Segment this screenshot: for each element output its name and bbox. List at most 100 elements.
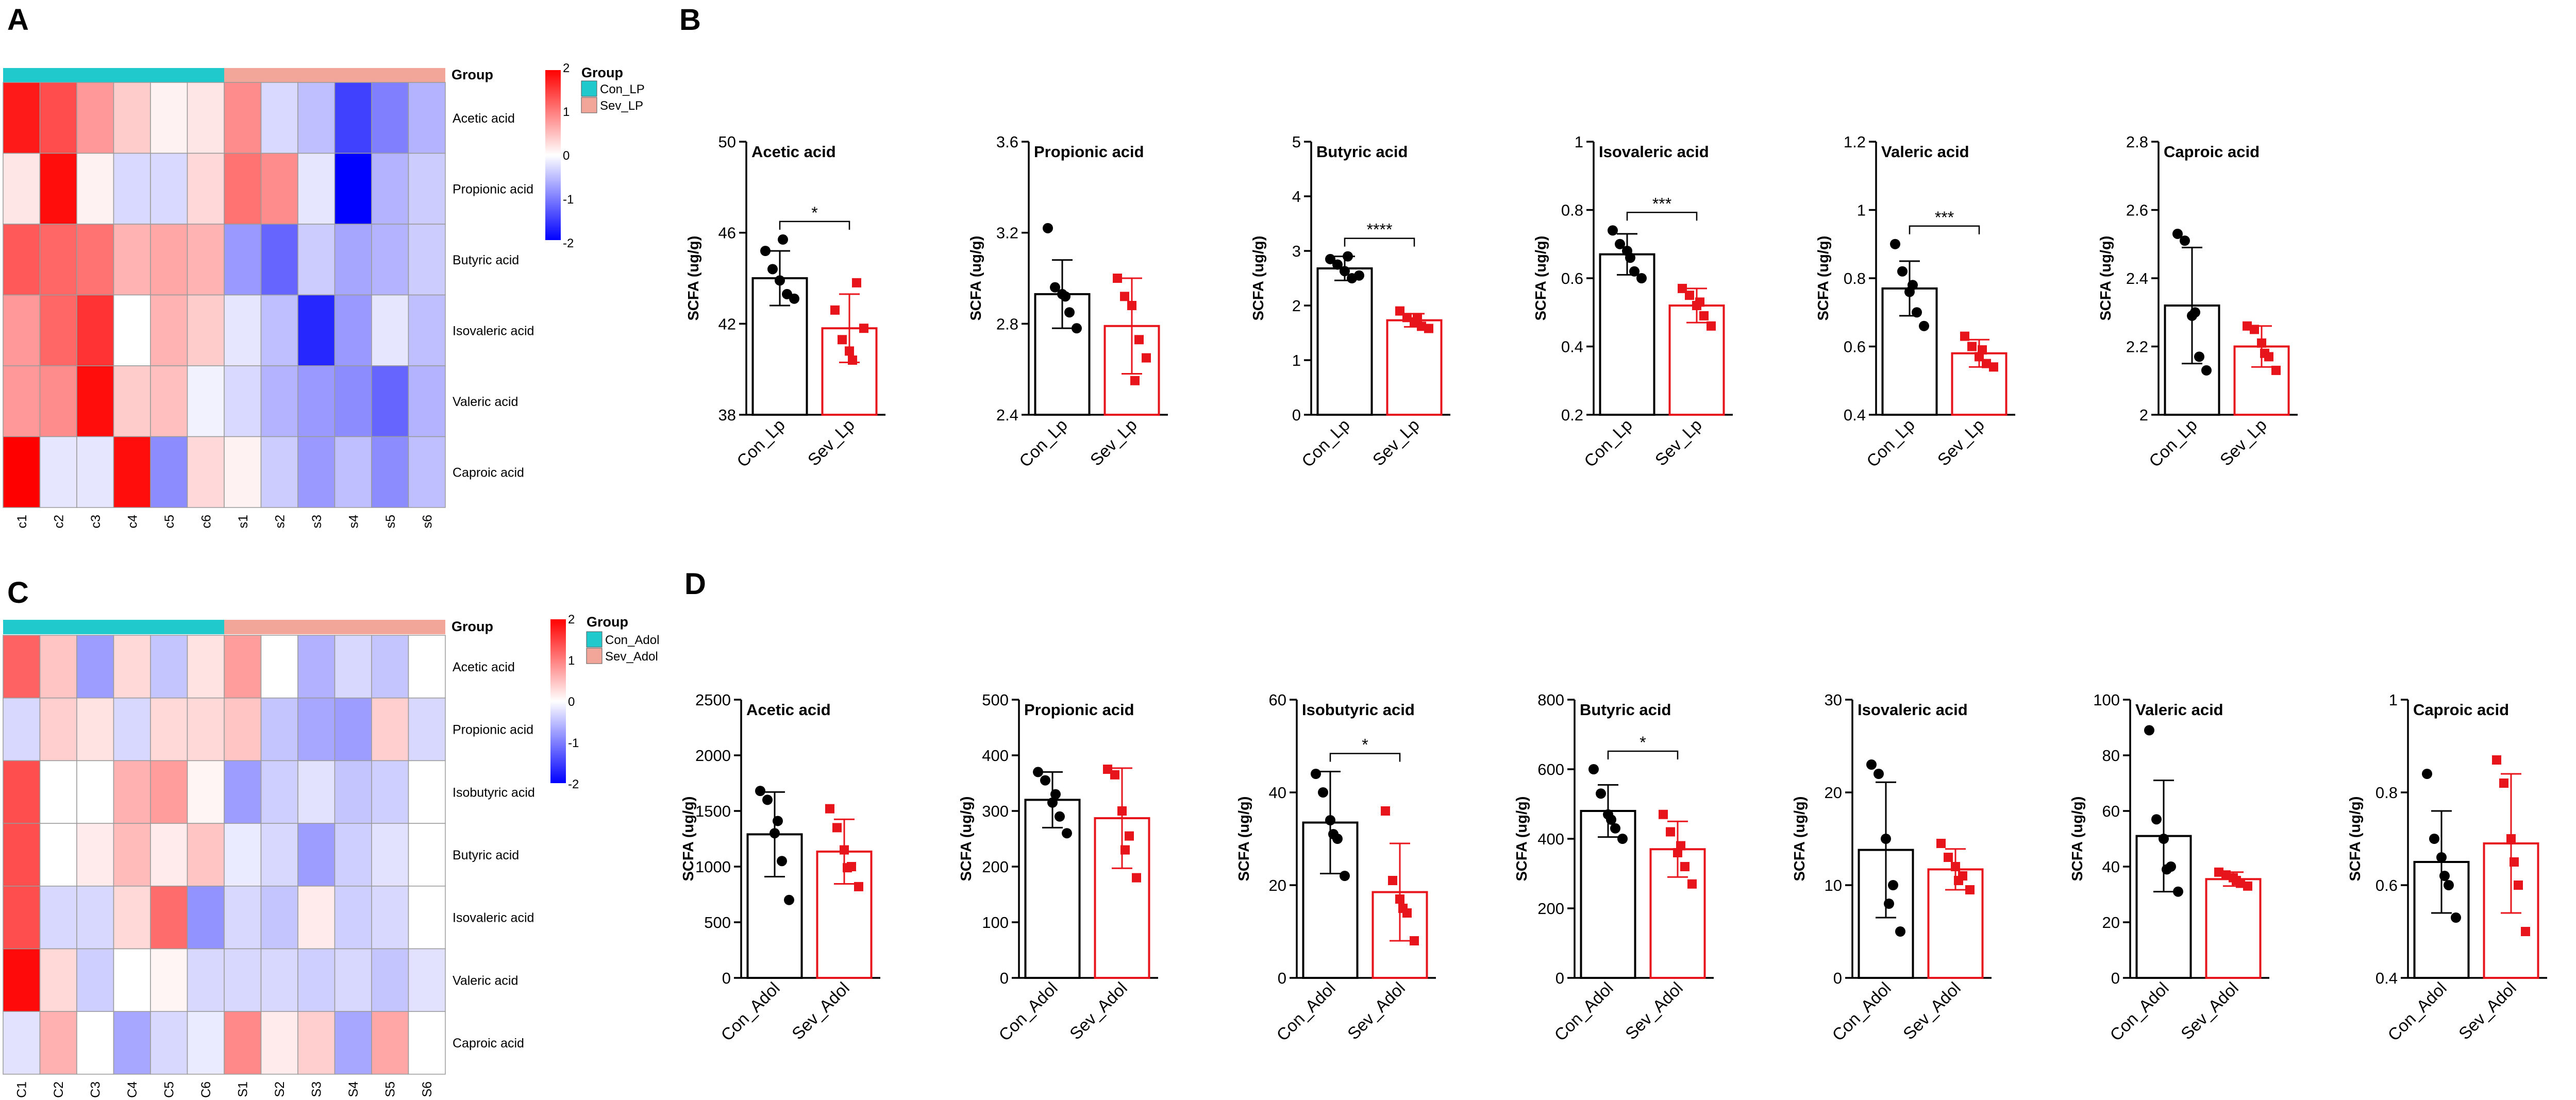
category-label: Con_Lp <box>2145 415 2201 471</box>
heatmap-cell <box>150 697 188 761</box>
heatmap-cell <box>3 886 41 950</box>
legend-swatch <box>581 97 597 113</box>
heatmap-cell <box>224 436 262 508</box>
category-label: Con_Adol <box>995 978 1061 1045</box>
y-axis-label: SCFA (ug/g) <box>968 236 984 321</box>
heatmap-cell <box>150 948 188 1012</box>
data-point <box>2243 321 2252 331</box>
heatmap-cell <box>113 82 151 154</box>
data-point <box>2429 834 2439 844</box>
data-point <box>1040 775 1050 786</box>
heatmap-cell <box>297 294 336 366</box>
significance-bracket <box>779 221 850 230</box>
heatmap-cell <box>334 436 372 508</box>
group-cell <box>298 620 335 634</box>
chart-title: Acetic acid <box>746 701 831 719</box>
column-label: C4 <box>125 1081 140 1098</box>
data-point <box>1127 301 1136 310</box>
heatmap-cell <box>260 760 298 824</box>
category-label: Con_Lp <box>1298 415 1353 471</box>
y-tick-label: 200 <box>1537 900 1564 918</box>
heatmap-cell <box>371 82 409 154</box>
y-tick-label: 0 <box>2111 969 2120 987</box>
y-tick-label: 30 <box>1825 691 1842 709</box>
data-point <box>1680 862 1690 871</box>
y-tick-label: 0.2 <box>1561 406 1583 424</box>
data-point <box>2194 351 2204 362</box>
y-tick-label: 60 <box>1269 691 1286 709</box>
heatmap-cell <box>260 153 298 225</box>
heatmap-cell <box>260 365 298 437</box>
data-point <box>2260 348 2269 358</box>
y-tick-label: 10 <box>1825 876 1842 894</box>
heatmap-cell <box>297 697 336 761</box>
data-point <box>777 856 787 867</box>
heatmap-cell <box>187 886 225 950</box>
group-cell <box>261 68 298 82</box>
data-point <box>825 804 834 814</box>
heatmap-cell <box>187 153 225 225</box>
column-label: C3 <box>89 1081 103 1098</box>
y-tick-label: 0.8 <box>2376 784 2398 802</box>
column-label: c6 <box>199 515 213 528</box>
group-cell <box>372 68 409 82</box>
column-label: s5 <box>383 515 398 528</box>
heatmap-cell <box>76 823 114 887</box>
column-label: C6 <box>199 1081 213 1098</box>
y-tick-label: 0.6 <box>2376 876 2398 894</box>
category-label: Con_Adol <box>1550 978 1617 1045</box>
data-point <box>838 335 847 345</box>
group-cell <box>3 68 40 82</box>
legend-entry: Con_Adol <box>605 633 659 647</box>
category-label: Sev_Adol <box>1344 978 1409 1043</box>
data-point <box>1142 353 1151 363</box>
y-tick-label: 1 <box>1857 201 1866 219</box>
heatmap-cell <box>371 1011 409 1075</box>
y-tick-label: 400 <box>982 747 1009 765</box>
data-point <box>852 278 861 287</box>
data-point <box>2514 881 2523 890</box>
y-tick-label: 4 <box>1292 188 1301 206</box>
data-point <box>2172 228 2183 239</box>
heatmap-cell <box>150 365 188 437</box>
data-point <box>1678 283 1687 293</box>
data-point <box>2159 834 2169 844</box>
row-label: Isovaleric acid <box>453 911 534 925</box>
data-point <box>840 845 849 855</box>
heatmap-cell <box>371 823 409 887</box>
data-point <box>2492 755 2501 765</box>
data-point <box>2232 876 2241 885</box>
y-tick-label: 0 <box>1833 969 1842 987</box>
y-tick-label: 50 <box>718 133 736 151</box>
heatmap-cell <box>39 153 77 225</box>
category-label: Sev_Adol <box>788 978 853 1043</box>
data-point <box>789 293 799 304</box>
y-tick-label: 2.4 <box>2126 269 2148 287</box>
y-tick-label: 600 <box>1537 760 1564 779</box>
bar-chart-b-1: SCFA (ug/g) 38 42 46 50 Acetic acid Con_Lp Sev_… <box>685 133 885 471</box>
heatmap-cell <box>224 823 262 887</box>
column-label: C2 <box>52 1081 66 1098</box>
heatmap-cell <box>334 760 372 824</box>
y-tick-label: 1 <box>1292 351 1301 369</box>
heatmap-cell <box>408 82 446 154</box>
data-point <box>1967 342 1977 351</box>
bar-chart-d-7: SCFA (ug/g) 0.4 0.6 0.8 1 Caproic acid Con_Ado… <box>2347 691 2547 1044</box>
heatmap-cell <box>39 224 77 296</box>
category-label: Con_Adol <box>1273 978 1339 1045</box>
data-point <box>2173 886 2183 897</box>
category-label: Sev_Adol <box>2177 978 2242 1043</box>
heatmap-cell <box>3 823 41 887</box>
heatmap-cell <box>39 697 77 761</box>
heatmap-cell <box>371 294 409 366</box>
column-label: c1 <box>15 515 29 528</box>
chart-title: Caproic acid <box>2413 701 2509 719</box>
heatmap-cell <box>187 697 225 761</box>
category-label: Con_Lp <box>733 415 789 471</box>
data-point <box>1354 270 1364 281</box>
group-cell <box>187 68 224 82</box>
data-point <box>1113 274 1122 283</box>
heatmap-cell <box>113 294 151 366</box>
heatmap-cell <box>76 82 114 154</box>
column-label: S2 <box>273 1081 287 1097</box>
